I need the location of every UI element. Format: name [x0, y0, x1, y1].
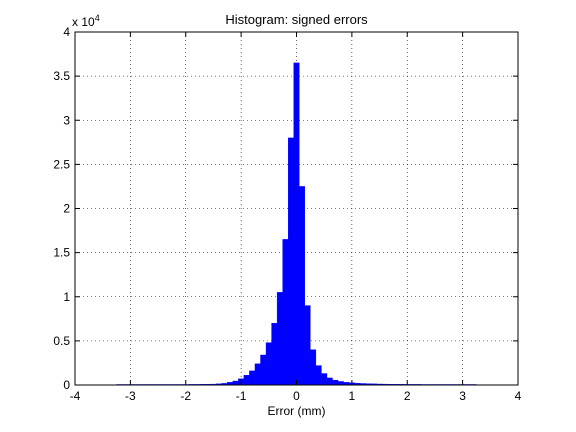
histogram-bar — [326, 377, 333, 386]
y-tick-labels: 0 0.5 1 1.5 2 2.5 3 3.5 4 — [53, 25, 70, 392]
x-tick-label: -2 — [180, 389, 191, 403]
y-tick-label: 0 — [63, 378, 70, 392]
y-tick-label: 2 — [63, 202, 70, 216]
y-tick-label: 1.5 — [53, 246, 70, 260]
histogram-bar — [299, 186, 306, 386]
x-tick-label: 4 — [515, 389, 522, 403]
x-tick-label: 0 — [293, 389, 300, 403]
x-tick-label: 1 — [349, 389, 356, 403]
axis-ticks — [74, 31, 519, 386]
x-tick-label: -1 — [236, 389, 247, 403]
histogram-bar — [304, 305, 311, 386]
y-tick-label: 4 — [63, 25, 70, 39]
x-tick-label: -3 — [125, 389, 136, 403]
chart-title: Histogram: signed errors — [225, 12, 368, 27]
histogram-bar — [265, 342, 272, 386]
y-tick-label: 3 — [63, 113, 70, 127]
x-tick-labels: -4 -3 -2 -1 0 1 2 3 4 — [70, 389, 522, 403]
y-tick-label: 2.5 — [53, 157, 70, 171]
x-tick-label: -4 — [70, 389, 81, 403]
histogram-bar — [271, 323, 278, 386]
x-tick-label: 3 — [459, 389, 466, 403]
histogram-bar — [332, 379, 339, 386]
histogram-bar — [243, 375, 250, 386]
histogram-bar — [260, 354, 267, 386]
histogram-bar — [254, 363, 261, 386]
y-axis-multiplier: x 104 — [72, 13, 100, 29]
x-tick-label: 2 — [404, 389, 411, 403]
y-axis-multiplier-exponent: 4 — [95, 13, 100, 23]
y-tick-label: 3.5 — [53, 69, 70, 83]
histogram-bar — [293, 62, 300, 386]
histogram-bar — [310, 349, 317, 386]
x-axis-label: Error (mm) — [268, 404, 326, 418]
histogram-bar — [232, 380, 239, 386]
histogram-bar — [315, 365, 322, 386]
y-tick-label: 1 — [63, 290, 70, 304]
histogram-bar — [249, 370, 256, 386]
histogram-bar — [321, 373, 328, 386]
histogram-bar — [287, 137, 294, 386]
histogram-bar — [276, 292, 283, 386]
y-tick-label: 0.5 — [53, 334, 70, 348]
histogram-bar — [282, 239, 289, 386]
histogram-bar — [337, 381, 344, 386]
